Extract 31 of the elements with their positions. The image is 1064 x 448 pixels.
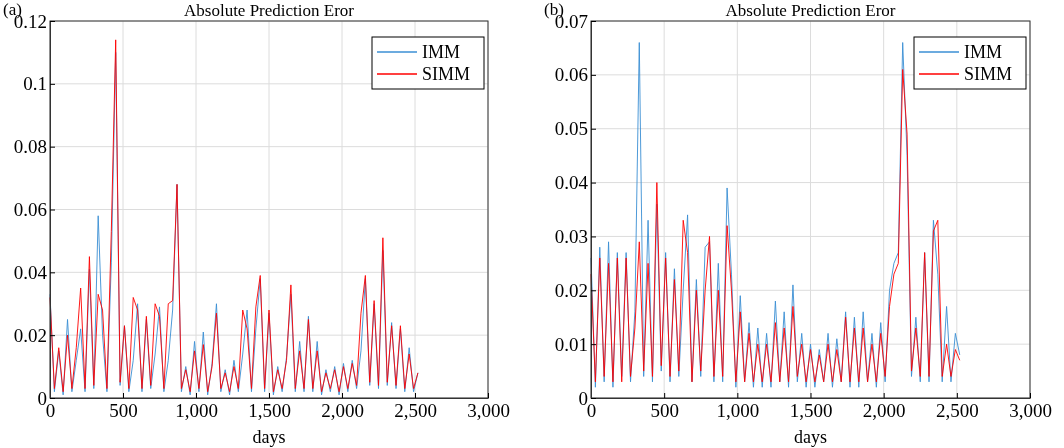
x-tick-label: 1,500	[248, 400, 291, 422]
legend-label: IMM	[422, 42, 461, 62]
legend-label: IMM	[964, 42, 1003, 62]
y-tick-label: 0.06	[554, 64, 588, 86]
x-tick-label: 3,000	[467, 400, 510, 422]
chart-title: Absolute Prediction Eror	[725, 1, 896, 20]
x-tick-label: 1,500	[789, 400, 833, 422]
y-tick-label: 0.05	[554, 118, 588, 140]
y-tick-label: 0.02	[13, 324, 47, 346]
x-tick-label: 500	[109, 400, 138, 422]
chart-title: Absolute Prediction Eror	[184, 1, 355, 20]
legend-label: SIMM	[964, 64, 1013, 84]
x-tick-label: 3,000	[1009, 400, 1052, 422]
x-tick-label: 500	[650, 400, 679, 422]
y-tick-label: 0.04	[554, 172, 589, 194]
x-tick-label: 2,000	[321, 400, 364, 422]
x-tick-label: 1,000	[175, 400, 218, 422]
y-tick-label: 0.01	[554, 333, 588, 355]
legend-label: SIMM	[422, 64, 471, 84]
x-tick-label: 2,000	[862, 400, 906, 422]
y-tick-label: 0.03	[554, 226, 588, 248]
y-tick-label: 0.02	[554, 279, 588, 301]
x-tick-label: 2,500	[935, 400, 979, 422]
x-axis-title: days	[794, 427, 827, 447]
x-axis-title: days	[252, 427, 286, 447]
x-tick-label: 2,500	[394, 400, 437, 422]
y-tick-label: 0.08	[13, 136, 47, 158]
y-tick-label: 0.06	[13, 199, 47, 221]
y-tick-label: 0.1	[23, 73, 47, 95]
y-tick-label: 0.04	[13, 261, 48, 283]
x-tick-label: 1,000	[716, 400, 760, 422]
